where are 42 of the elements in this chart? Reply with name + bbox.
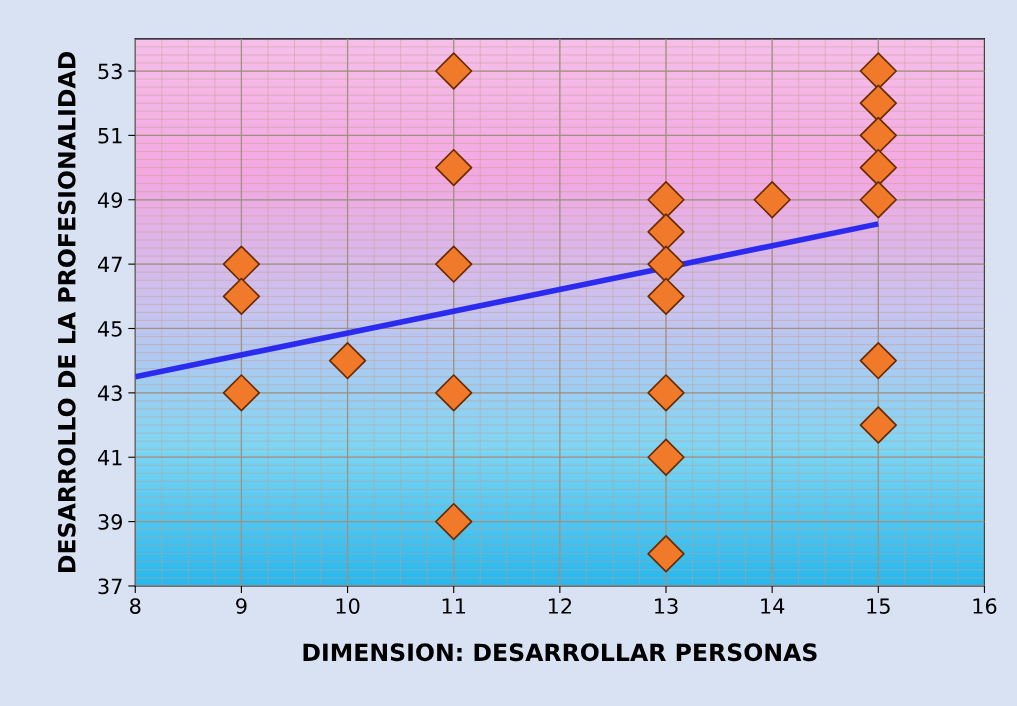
x-tick-label: 9 xyxy=(236,598,247,614)
y-axis-title: DESARROLLO DE LA PROFESIONALIDAD xyxy=(57,51,76,572)
point xyxy=(859,406,897,444)
point xyxy=(435,52,473,90)
point xyxy=(435,374,473,412)
y-tick-label: 51 xyxy=(98,128,122,144)
point xyxy=(647,438,685,476)
x-tick-label: 8 xyxy=(130,598,141,614)
y-tick-label: 49 xyxy=(97,192,122,208)
point xyxy=(222,374,261,412)
y-tick-label: 45 xyxy=(97,321,122,337)
y-tick-label: 39 xyxy=(98,514,122,530)
point xyxy=(435,245,473,283)
point xyxy=(859,148,897,187)
y-tick-label: 37 xyxy=(98,578,122,595)
point xyxy=(647,245,685,283)
x-tick-label: 11 xyxy=(442,598,466,614)
x-tick-label: 12 xyxy=(548,598,572,614)
point xyxy=(647,213,685,251)
point xyxy=(328,342,367,380)
x-axis-title: DIMENSION: DESARROLLAR PERSONAS xyxy=(303,643,817,662)
y-tick-label: 43 xyxy=(97,385,122,402)
x-tick-label: 16 xyxy=(973,598,997,614)
point xyxy=(647,374,685,412)
point xyxy=(435,502,473,541)
point xyxy=(435,148,473,187)
point xyxy=(859,342,897,380)
point xyxy=(647,277,685,315)
point xyxy=(859,181,897,219)
x-tick-label: 13 xyxy=(655,598,678,614)
point xyxy=(222,277,261,315)
y-tick-label: 47 xyxy=(97,256,122,273)
y-tick-label: 41 xyxy=(97,449,122,466)
point xyxy=(859,52,897,90)
x-tick-label: 14 xyxy=(761,598,785,614)
x-tick-label: 10 xyxy=(336,598,360,614)
point xyxy=(647,535,685,573)
point xyxy=(859,84,897,122)
point xyxy=(753,181,791,219)
y-tick-label: 53 xyxy=(98,63,122,80)
point xyxy=(222,245,261,283)
x-tick-label: 15 xyxy=(867,598,890,614)
